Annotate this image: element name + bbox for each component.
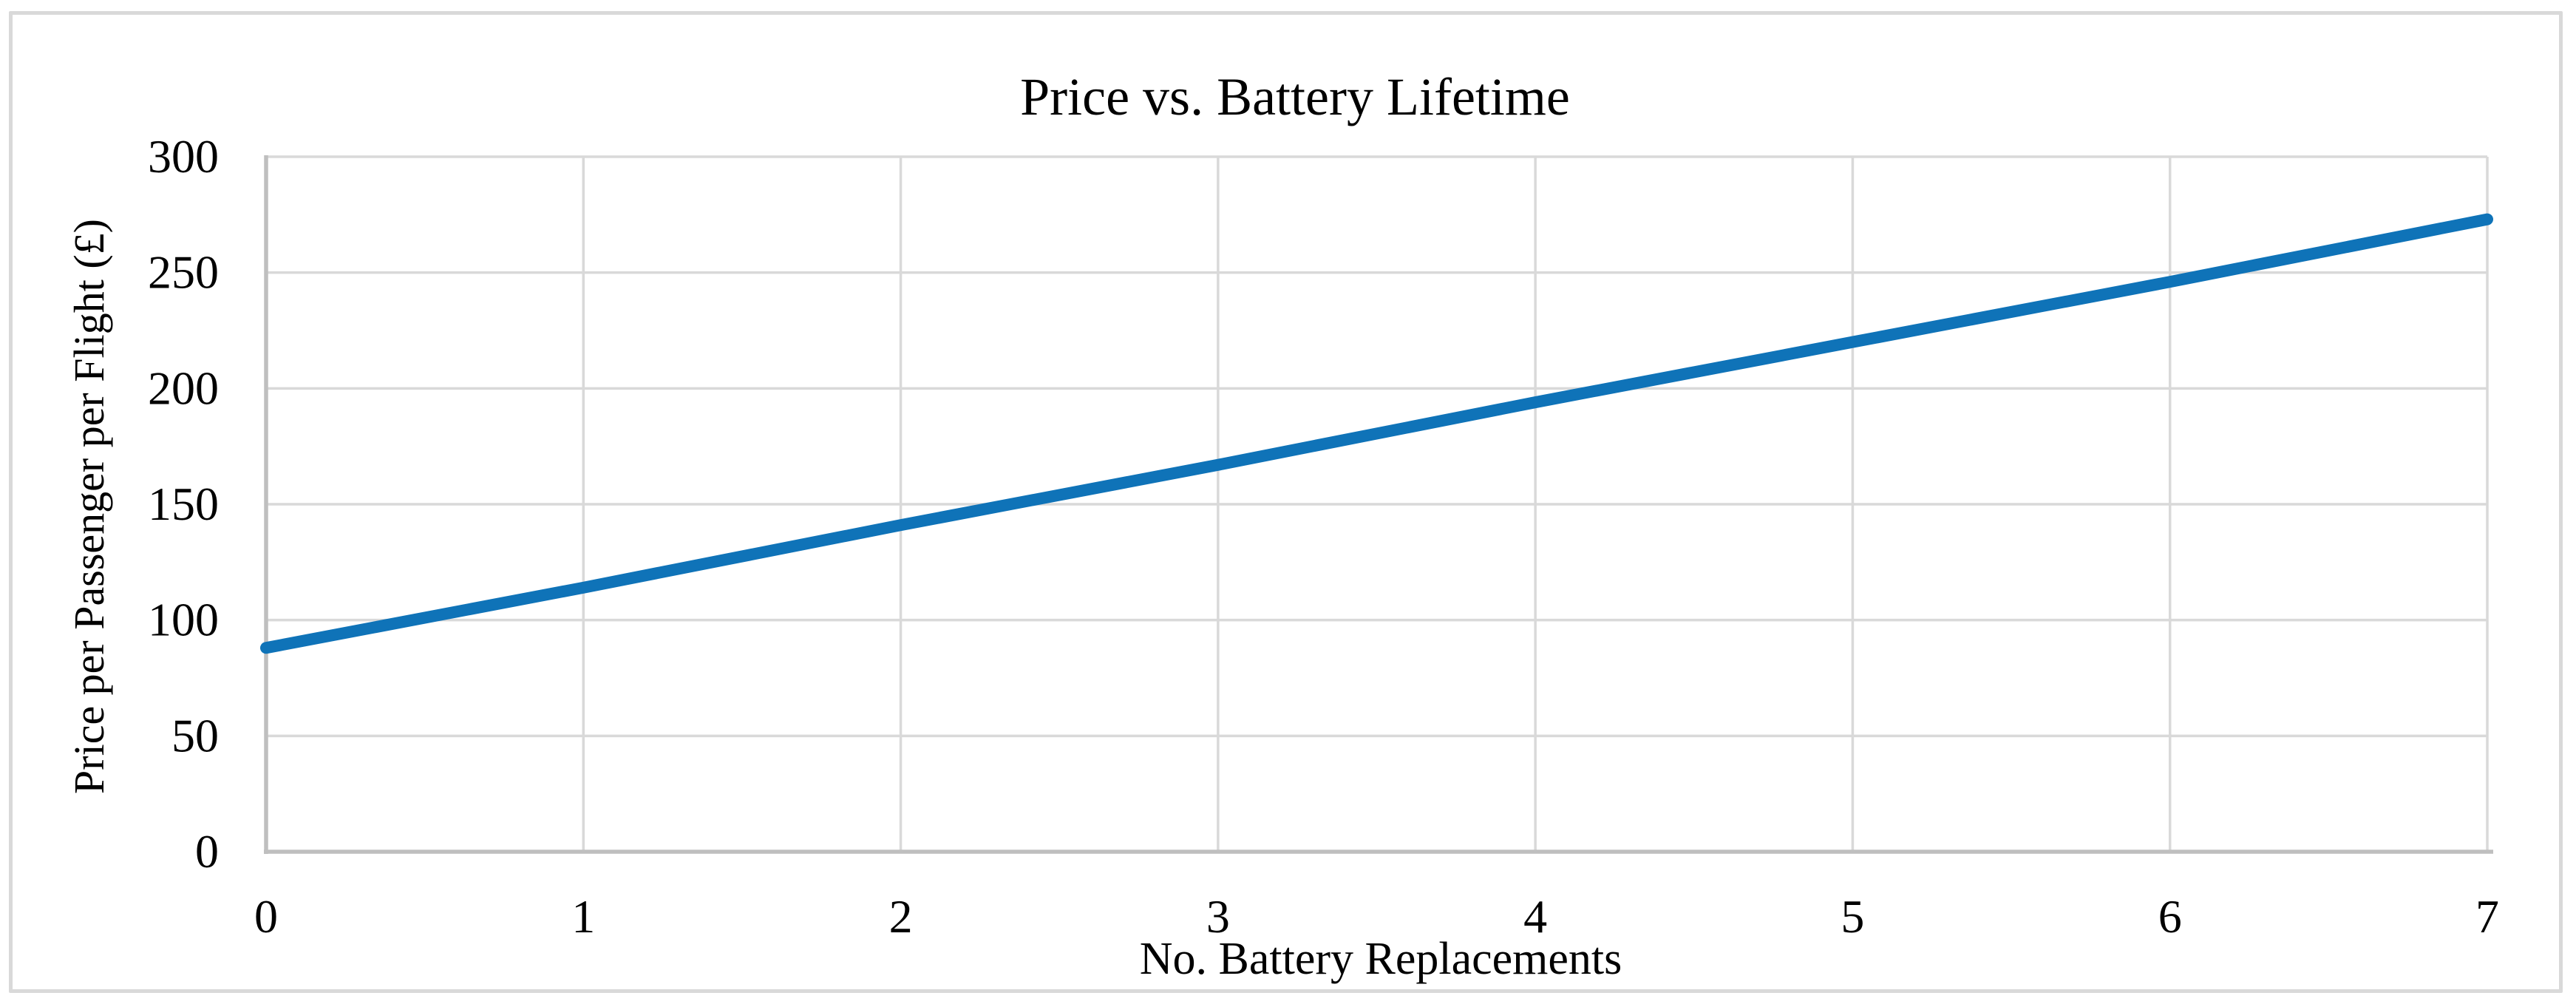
x-tick-label-2: 2 bbox=[889, 890, 913, 943]
data-series bbox=[260, 213, 2493, 654]
y-tick-label-100: 100 bbox=[148, 594, 219, 646]
y-tick-label-150: 150 bbox=[148, 478, 219, 530]
y-tick-label-50: 50 bbox=[171, 709, 219, 762]
y-tick-label-250: 250 bbox=[148, 246, 219, 299]
x-tick-label-1: 1 bbox=[571, 890, 595, 943]
gridlines bbox=[266, 155, 2489, 852]
y-axis-tick-labels: 0 50 100 150 200 250 300 bbox=[148, 130, 219, 878]
x-tick-label-0: 0 bbox=[254, 890, 278, 943]
y-tick-label-300: 300 bbox=[148, 130, 219, 183]
x-axis-tick-labels: 0 1 2 3 4 5 6 7 bbox=[254, 890, 2499, 943]
y-tick-label-0: 0 bbox=[195, 825, 219, 878]
x-tick-label-7: 7 bbox=[2475, 890, 2499, 943]
x-tick-label-5: 5 bbox=[1841, 890, 1864, 943]
y-axis-title: Price per Passenger per Flight (£) bbox=[65, 219, 113, 794]
x-tick-label-4: 4 bbox=[1523, 890, 1547, 943]
y-tick-label-200: 200 bbox=[148, 362, 219, 414]
x-tick-label-3: 3 bbox=[1206, 890, 1230, 943]
chart-title: Price vs. Battery Lifetime bbox=[1020, 67, 1570, 126]
x-tick-label-6: 6 bbox=[2158, 890, 2182, 943]
axis-lines bbox=[264, 155, 2493, 854]
x-axis-title: No. Battery Replacements bbox=[1140, 934, 1622, 984]
series-line-price-per-passenger-per-flight bbox=[260, 213, 2493, 654]
